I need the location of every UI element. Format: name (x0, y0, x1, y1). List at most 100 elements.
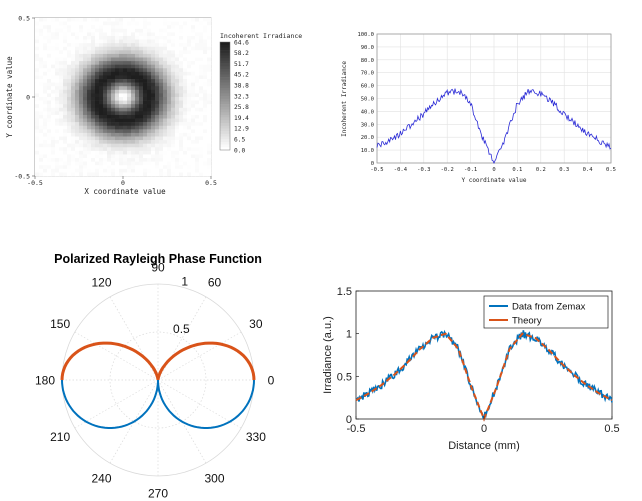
heatmap-cell (159, 162, 163, 166)
heatmap-cell (103, 140, 107, 144)
heatmap-cell (191, 72, 195, 76)
heatmap-cell (167, 54, 171, 58)
heatmap-cell (159, 151, 163, 155)
heatmap-cell (67, 93, 71, 97)
heatmap-cell (207, 90, 211, 94)
heatmap-cell (103, 169, 107, 173)
heatmap-cell (87, 108, 91, 112)
heatmap-cell (35, 129, 39, 133)
heatmap-cell (119, 72, 123, 76)
heatmap-cell (71, 158, 75, 162)
heatmap-cell (123, 172, 127, 176)
heatmap-cell (151, 108, 155, 112)
heatmap-cell (147, 165, 151, 169)
heatmap-cell (59, 108, 63, 112)
heatmap-cell (199, 29, 203, 33)
heatmap-cell (139, 158, 143, 162)
heatmap-cell (99, 172, 103, 176)
heatmap-cell (135, 104, 139, 108)
polar-angle-label: 330 (246, 430, 266, 444)
heatmap-cell (187, 119, 191, 123)
heatmap-cell (143, 172, 147, 176)
heatmap-cell (179, 97, 183, 101)
heatmap-cell (63, 104, 67, 108)
heatmap-cell (187, 101, 191, 105)
heatmap-cell (155, 65, 159, 69)
heatmap-cell (91, 147, 95, 151)
heatmap-cell (99, 144, 103, 148)
heatmap-cell (39, 165, 43, 169)
heatmap-cell (203, 22, 207, 26)
heatmap-cell (207, 32, 211, 36)
heatmap-cell (131, 83, 135, 87)
heatmap-cell (147, 144, 151, 148)
heatmap-cell (171, 158, 175, 162)
heatmap-cell (107, 68, 111, 72)
heatmap-cell (111, 18, 115, 22)
heatmap-cell (159, 147, 163, 151)
heatmap-cell (91, 104, 95, 108)
heatmap-cell (187, 25, 191, 29)
heatmap-cell (119, 68, 123, 72)
heatmap-cell (67, 97, 71, 101)
heatmap-cell (39, 115, 43, 119)
heatmap-cell (147, 126, 151, 130)
heatmap-cell (63, 65, 67, 69)
heatmap-cell (55, 40, 59, 44)
heatmap-cell (131, 36, 135, 40)
heatmap-cell (35, 147, 39, 151)
heatmap-cell (111, 47, 115, 51)
heatmap-cell (91, 119, 95, 123)
heatmap-cell (83, 47, 87, 51)
heatmap-cell (127, 151, 131, 155)
heatmap-cell (55, 29, 59, 33)
heatmap-cell (35, 22, 39, 26)
heatmap-cell (179, 75, 183, 79)
heatmap-cell (143, 144, 147, 148)
heatmap-cell (171, 72, 175, 76)
heatmap-cell (107, 151, 111, 155)
heatmap-cell (59, 43, 63, 47)
heatmap-cell (43, 111, 47, 115)
heatmap-cell (39, 25, 43, 29)
heatmap-cell (199, 36, 203, 40)
heatmap-cell (47, 22, 51, 26)
heatmap-cell (171, 140, 175, 144)
heatmap-cell (203, 29, 207, 33)
heatmap-cell (131, 79, 135, 83)
heatmap-cell (195, 126, 199, 130)
heatmap-cell (135, 75, 139, 79)
heatmap-cell (39, 111, 43, 115)
heatmap-cell (159, 140, 163, 144)
heatmap-cell (119, 119, 123, 123)
heatmap-cell (151, 101, 155, 105)
line-chart-y-tick-label: 0 (371, 161, 374, 167)
heatmap-cell (59, 154, 63, 158)
heatmap-cell (131, 119, 135, 123)
heatmap-cell (143, 101, 147, 105)
heatmap-cell (59, 111, 63, 115)
heatmap-cell (107, 144, 111, 148)
heatmap-cell (175, 86, 179, 90)
heatmap-cell (183, 172, 187, 176)
heatmap-cell (179, 122, 183, 126)
heatmap-cell (79, 86, 83, 90)
heatmap-cell (155, 29, 159, 33)
heatmap-cell (151, 75, 155, 79)
heatmap-cell (135, 101, 139, 105)
heatmap-cell (175, 65, 179, 69)
heatmap-cell (39, 140, 43, 144)
heatmap-cell (167, 147, 171, 151)
heatmap-cell (167, 158, 171, 162)
heatmap-cell (71, 129, 75, 133)
heatmap-chart: -0.5 0 0.5 0.50-0.5 X coordinate value Y c… (5, 15, 302, 197)
heatmap-image (35, 18, 211, 176)
heatmap-cell (71, 61, 75, 65)
heatmap-cell (179, 32, 183, 36)
heatmap-cell (203, 104, 207, 108)
heatmap-cell (159, 137, 163, 141)
colorbar-segment (220, 110, 230, 113)
heatmap-cell (171, 133, 175, 137)
heatmap-cell (167, 137, 171, 141)
heatmap-cell (143, 122, 147, 126)
